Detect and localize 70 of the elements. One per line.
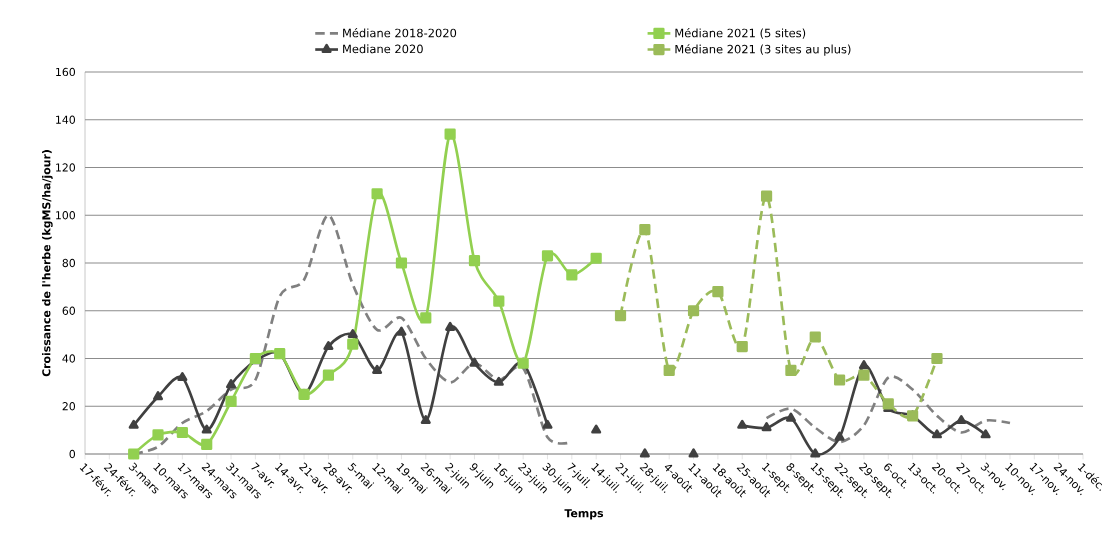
- point: [225, 395, 237, 408]
- point: [639, 448, 650, 458]
- point: [590, 252, 602, 264]
- point: [737, 419, 748, 429]
- y-axis-title: Croissance de l'herbe (kgMS/ha/jour): [42, 150, 53, 377]
- point: [785, 412, 796, 422]
- point: [614, 309, 627, 322]
- point: [322, 369, 335, 381]
- point: [809, 331, 821, 343]
- point: [785, 364, 797, 377]
- point: [541, 250, 554, 262]
- point: [420, 414, 431, 425]
- point: [834, 431, 845, 441]
- point: [347, 329, 358, 339]
- point: [810, 448, 821, 458]
- point: [956, 414, 967, 425]
- y-tick-label: 0: [69, 449, 76, 459]
- point: [444, 128, 456, 140]
- point: [493, 376, 504, 386]
- point: [591, 424, 602, 434]
- y-tick-label: 80: [62, 258, 76, 268]
- point: [128, 448, 140, 460]
- y-tick-label: 160: [56, 67, 76, 77]
- point: [347, 338, 359, 350]
- point: [542, 419, 553, 429]
- point: [882, 398, 894, 410]
- point: [493, 295, 505, 307]
- point: [688, 448, 699, 458]
- point: [980, 429, 991, 439]
- point: [468, 255, 481, 267]
- y-tick-label: 20: [62, 402, 76, 411]
- y-tick-label: 140: [56, 115, 76, 124]
- point: [445, 321, 456, 331]
- point: [931, 352, 943, 365]
- point: [566, 269, 578, 281]
- point: [420, 312, 432, 324]
- point: [761, 422, 772, 432]
- point: [931, 429, 942, 439]
- point: [372, 364, 383, 374]
- point: [469, 357, 480, 367]
- point: [736, 340, 748, 353]
- y-tick-label: 60: [62, 306, 76, 315]
- y-tick-label: 100: [56, 211, 76, 220]
- legend-label: Médiane 2021 (5 sites): [675, 28, 806, 39]
- point: [152, 391, 164, 401]
- point: [395, 257, 408, 269]
- legend-label: Médiane 2021 (3 sites au plus): [675, 44, 851, 56]
- legend-label: Médiane 2018-2020: [343, 28, 457, 38]
- point: [152, 429, 164, 441]
- point: [323, 340, 334, 351]
- point: [177, 371, 188, 382]
- point: [639, 223, 651, 236]
- legend-label: Mediane 2020: [343, 44, 423, 54]
- point: [687, 305, 700, 317]
- y-tick-label: 120: [56, 163, 76, 172]
- point: [176, 426, 188, 439]
- point: [833, 374, 846, 386]
- point: [663, 364, 675, 377]
- point: [396, 326, 407, 336]
- point: [760, 190, 773, 202]
- x-axis-title: Temps: [564, 509, 604, 520]
- point: [371, 188, 383, 200]
- point: [858, 360, 869, 370]
- y-tick-label: 40: [62, 354, 76, 363]
- point: [226, 379, 237, 389]
- point: [858, 369, 870, 381]
- point: [201, 424, 212, 434]
- point: [201, 438, 213, 451]
- point: [128, 419, 139, 429]
- point: [712, 286, 724, 298]
